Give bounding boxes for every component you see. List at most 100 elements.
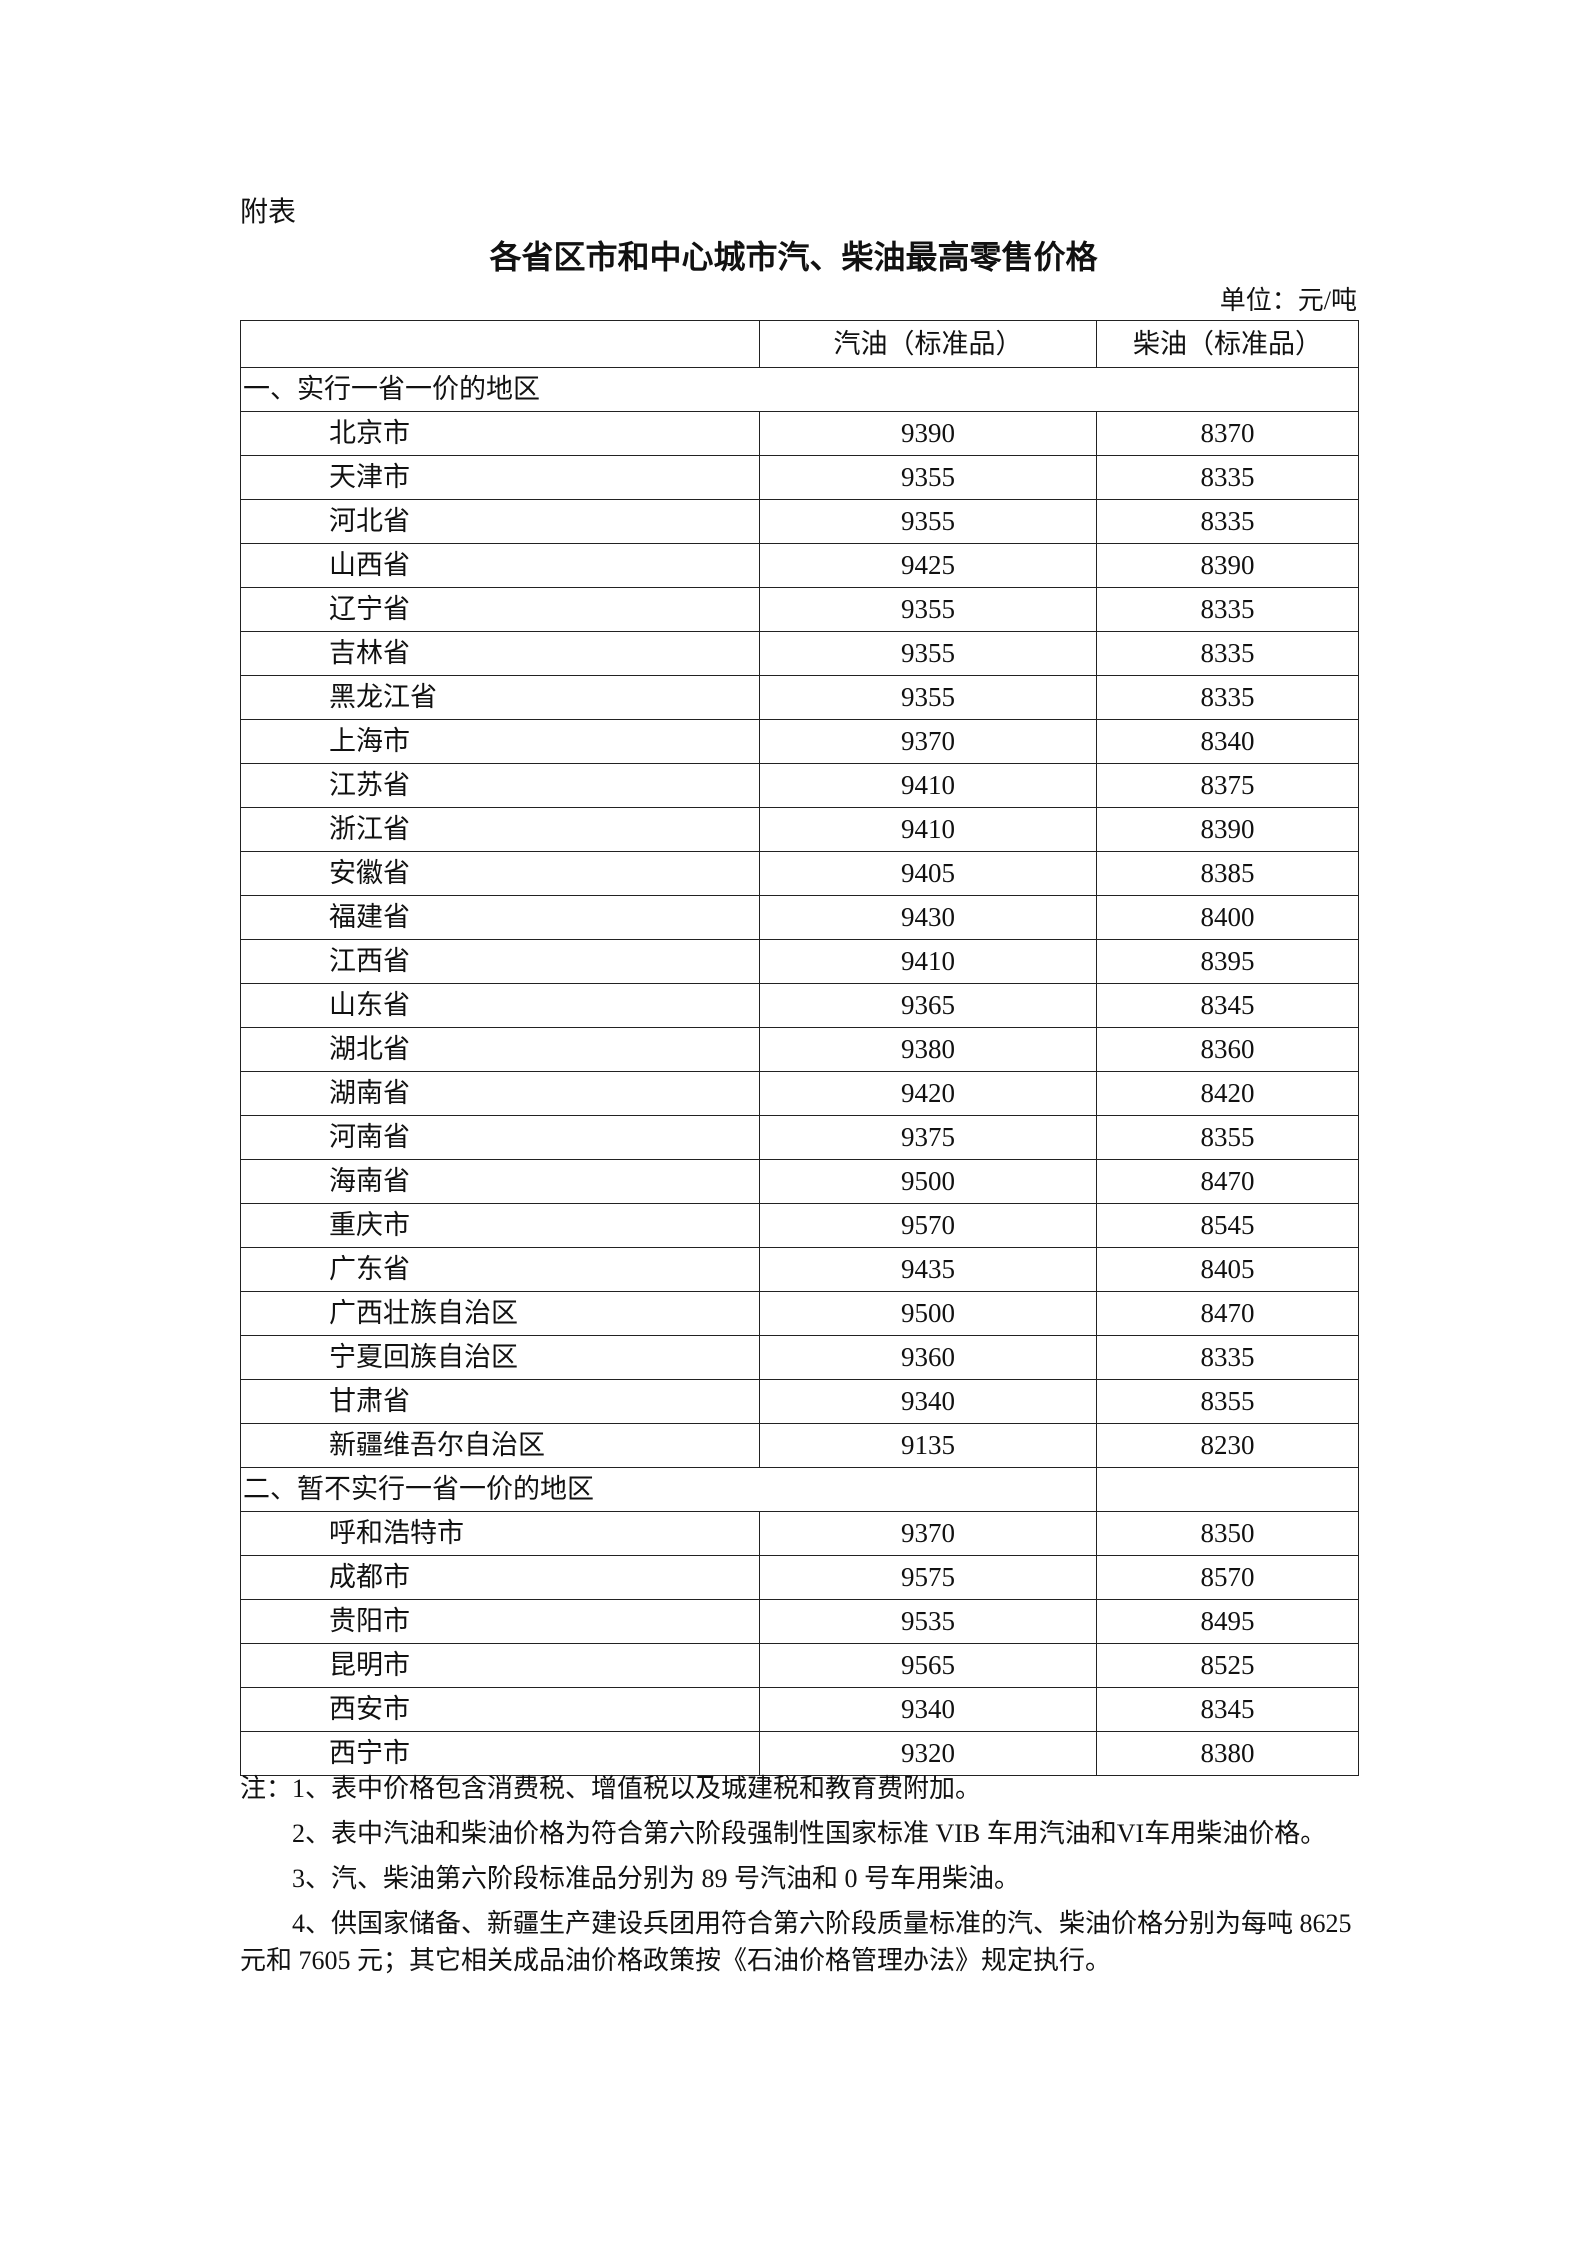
table-row: 宁夏回族自治区 9360 8335 <box>240 1335 1359 1380</box>
gasoline-price: 9355 <box>759 587 1097 632</box>
region-name: 西安市 <box>240 1687 760 1732</box>
appendix-label: 附表 <box>240 197 297 228</box>
gasoline-price: 9360 <box>759 1335 1097 1380</box>
price-table: 汽油（标准品） 柴油（标准品） 一、实行一省一价的地区 北京市 9390 8370 天津… <box>240 320 1359 1776</box>
gasoline-price: 9500 <box>759 1291 1097 1336</box>
table-row: 天津市 9355 8335 <box>240 455 1359 500</box>
page-title: 各省区市和中心城市汽、柴油最高零售价格 <box>489 239 1098 275</box>
gasoline-price: 9435 <box>759 1247 1097 1292</box>
diesel-price: 8360 <box>1096 1027 1359 1072</box>
table-row: 吉林省 9355 8335 <box>240 631 1359 676</box>
region-name: 湖北省 <box>240 1027 760 1072</box>
diesel-price: 8495 <box>1096 1599 1359 1644</box>
region-name: 重庆市 <box>240 1203 760 1248</box>
diesel-price: 8335 <box>1096 631 1359 676</box>
diesel-price: 8525 <box>1096 1643 1359 1688</box>
diesel-price: 8335 <box>1096 675 1359 720</box>
table-row: 江西省 9410 8395 <box>240 939 1359 984</box>
gasoline-price: 9375 <box>759 1115 1097 1160</box>
section-label: 一、实行一省一价的地区 <box>240 367 1359 412</box>
diesel-price: 8390 <box>1096 543 1359 588</box>
diesel-price: 8370 <box>1096 411 1359 456</box>
diesel-price: 8335 <box>1096 499 1359 544</box>
gasoline-price: 9380 <box>759 1027 1097 1072</box>
section-row: 一、实行一省一价的地区 <box>240 367 1359 412</box>
table-row: 重庆市 9570 8545 <box>240 1203 1359 1248</box>
region-name: 辽宁省 <box>240 587 760 632</box>
diesel-price: 8345 <box>1096 1687 1359 1732</box>
table-row: 呼和浩特市 9370 8350 <box>240 1511 1359 1556</box>
diesel-price: 8470 <box>1096 1159 1359 1204</box>
note-4: 4、供国家储备、新疆生产建设兵团用符合第六阶段质量标准的汽、柴油价格分别为每吨 … <box>240 1909 1352 1975</box>
region-name: 吉林省 <box>240 631 760 676</box>
table-row: 安徽省 9405 8385 <box>240 851 1359 896</box>
diesel-price: 8470 <box>1096 1291 1359 1336</box>
gasoline-price: 9405 <box>759 851 1097 896</box>
gasoline-price: 9355 <box>759 499 1097 544</box>
table-row: 西宁市 9320 8380 <box>240 1731 1359 1776</box>
gasoline-price: 9365 <box>759 983 1097 1028</box>
note-2: 2、表中汽油和柴油价格为符合第六阶段强制性国家标准 VIB 车用汽油和VI车用柴… <box>292 1819 1327 1848</box>
table-row: 黑龙江省 9355 8335 <box>240 675 1359 720</box>
gasoline-price: 9500 <box>759 1159 1097 1204</box>
table-row: 昆明市 9565 8525 <box>240 1643 1359 1688</box>
table-row: 西安市 9340 8345 <box>240 1687 1359 1732</box>
region-name: 江西省 <box>240 939 760 984</box>
table-row: 新疆维吾尔自治区 9135 8230 <box>240 1423 1359 1468</box>
gasoline-price: 9370 <box>759 1511 1097 1556</box>
gasoline-price: 9410 <box>759 939 1097 984</box>
region-name: 成都市 <box>240 1555 760 1600</box>
table-row: 山东省 9365 8345 <box>240 983 1359 1028</box>
table-row: 北京市 9390 8370 <box>240 411 1359 456</box>
region-name: 天津市 <box>240 455 760 500</box>
diesel-price: 8385 <box>1096 851 1359 896</box>
region-name: 湖南省 <box>240 1071 760 1116</box>
empty-cell <box>1096 1467 1359 1512</box>
gasoline-price: 9425 <box>759 543 1097 588</box>
table-row: 辽宁省 9355 8335 <box>240 587 1359 632</box>
gasoline-price: 9390 <box>759 411 1097 456</box>
diesel-price: 8230 <box>1096 1423 1359 1468</box>
header-diesel: 柴油（标准品） <box>1096 320 1359 368</box>
diesel-price: 8400 <box>1096 895 1359 940</box>
region-name: 山东省 <box>240 983 760 1028</box>
gasoline-price: 9355 <box>759 631 1097 676</box>
table-row: 广东省 9435 8405 <box>240 1247 1359 1292</box>
gasoline-price: 9565 <box>759 1643 1097 1688</box>
header-region <box>240 320 760 368</box>
diesel-price: 8390 <box>1096 807 1359 852</box>
table-row: 江苏省 9410 8375 <box>240 763 1359 808</box>
diesel-price: 8395 <box>1096 939 1359 984</box>
table-row: 广西壮族自治区 9500 8470 <box>240 1291 1359 1336</box>
diesel-price: 8335 <box>1096 587 1359 632</box>
region-name: 黑龙江省 <box>240 675 760 720</box>
region-name: 西宁市 <box>240 1731 760 1776</box>
region-name: 安徽省 <box>240 851 760 896</box>
region-name: 广东省 <box>240 1247 760 1292</box>
table-row: 成都市 9575 8570 <box>240 1555 1359 1600</box>
region-name: 浙江省 <box>240 807 760 852</box>
diesel-price: 8335 <box>1096 455 1359 500</box>
gasoline-price: 9410 <box>759 763 1097 808</box>
diesel-price: 8350 <box>1096 1511 1359 1556</box>
notes: 注：1、表中价格包含消费税、增值税以及城建税和教育费附加。 2、表中汽油和柴油价… <box>240 1770 1359 1987</box>
region-name: 贵阳市 <box>240 1599 760 1644</box>
gasoline-price: 9420 <box>759 1071 1097 1116</box>
table-row: 海南省 9500 8470 <box>240 1159 1359 1204</box>
region-name: 广西壮族自治区 <box>240 1291 760 1336</box>
diesel-price: 8405 <box>1096 1247 1359 1292</box>
region-name: 江苏省 <box>240 763 760 808</box>
diesel-price: 8570 <box>1096 1555 1359 1600</box>
gasoline-price: 9410 <box>759 807 1097 852</box>
table-row: 河南省 9375 8355 <box>240 1115 1359 1160</box>
region-name: 昆明市 <box>240 1643 760 1688</box>
region-name: 河南省 <box>240 1115 760 1160</box>
diesel-price: 8345 <box>1096 983 1359 1028</box>
gasoline-price: 9575 <box>759 1555 1097 1600</box>
table-row: 浙江省 9410 8390 <box>240 807 1359 852</box>
diesel-price: 8420 <box>1096 1071 1359 1116</box>
diesel-price: 8355 <box>1096 1379 1359 1424</box>
table-row: 河北省 9355 8335 <box>240 499 1359 544</box>
table-row: 湖南省 9420 8420 <box>240 1071 1359 1116</box>
gasoline-price: 9570 <box>759 1203 1097 1248</box>
